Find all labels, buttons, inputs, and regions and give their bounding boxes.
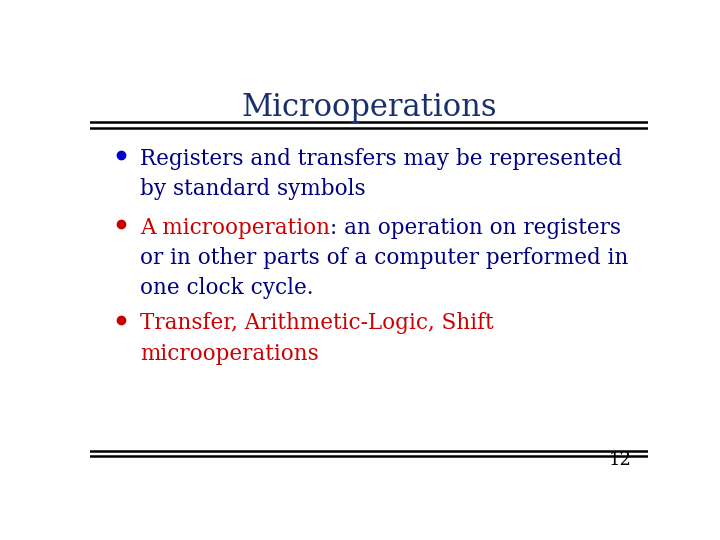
Text: Registers and transfers may be represented: Registers and transfers may be represent… bbox=[140, 148, 622, 170]
Text: : an operation on registers: : an operation on registers bbox=[330, 217, 621, 239]
Text: Microoperations: Microoperations bbox=[241, 92, 497, 123]
Text: microoperations: microoperations bbox=[140, 342, 319, 365]
Text: or in other parts of a computer performed in: or in other parts of a computer performe… bbox=[140, 247, 629, 269]
Text: by standard symbols: by standard symbols bbox=[140, 178, 366, 200]
Text: Transfer, Arithmetic-Logic, Shift: Transfer, Arithmetic-Logic, Shift bbox=[140, 312, 494, 334]
Text: one clock cycle.: one clock cycle. bbox=[140, 277, 314, 299]
Text: A microoperation: A microoperation bbox=[140, 217, 330, 239]
Text: 12: 12 bbox=[608, 451, 631, 469]
